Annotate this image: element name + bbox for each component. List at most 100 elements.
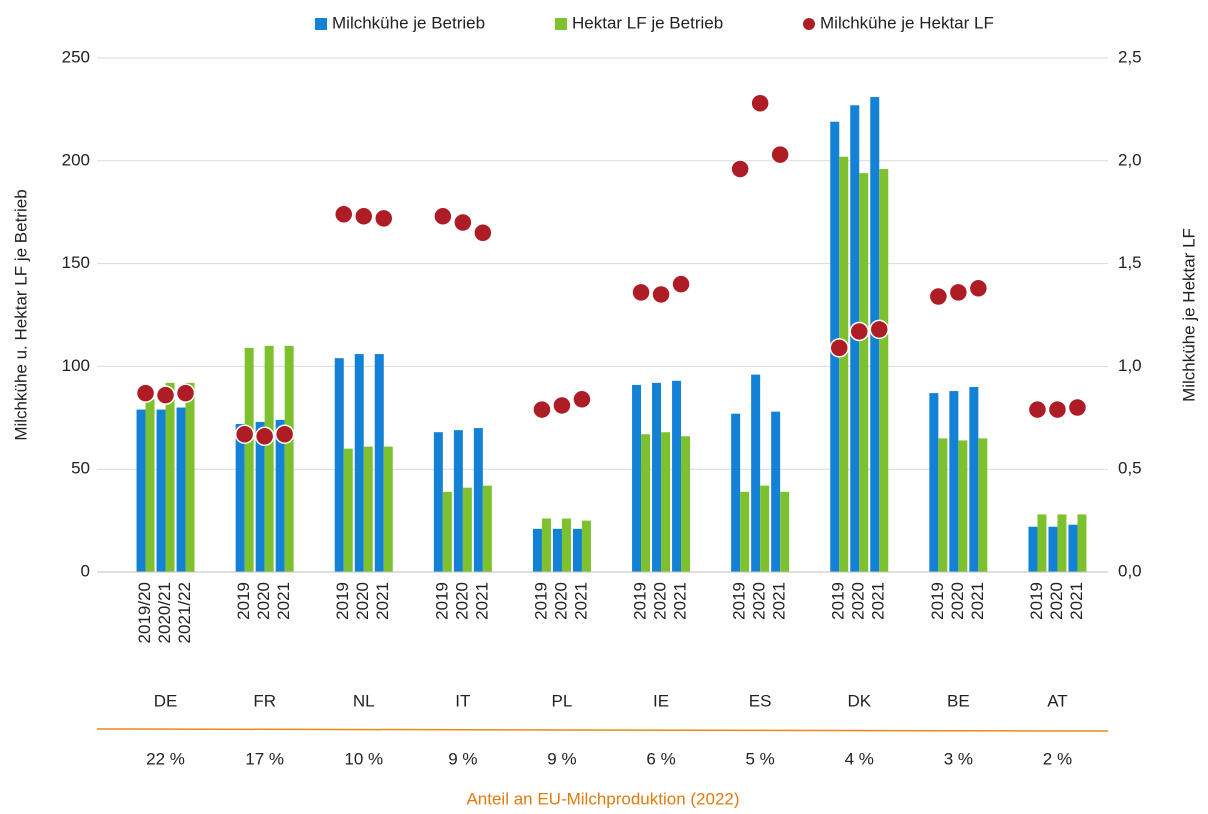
dot [453,212,473,233]
share-label: 17 % [245,749,284,768]
dot [1027,399,1048,420]
bar [482,485,492,572]
bar [978,438,988,572]
bar [661,432,671,572]
x-tick-label: 2021 [373,582,392,620]
dot [234,424,255,444]
bar [363,446,373,572]
dot [135,383,156,403]
share-label: 5 % [746,749,775,768]
bar [780,491,790,572]
dot [572,389,592,410]
bar [1057,514,1067,572]
y-tick-label: 200 [62,150,90,169]
dot [651,284,671,305]
x-tick-label: 2019 [1027,582,1046,620]
group-label: BE [947,691,970,710]
bar [354,354,364,572]
y-tick-label: 100 [62,356,90,375]
bar [552,528,562,572]
y-tick-label: 150 [62,253,90,272]
group-label: DK [847,691,871,710]
bar [839,156,849,573]
dot [770,144,790,165]
shares-label: Anteil an EU-Milchproduktion (2022) [466,789,739,808]
dot [274,424,295,444]
bar [343,448,353,572]
y2-axis-label: Milchkühe je Hektar LF [1179,228,1198,402]
bar [244,347,254,572]
bar [681,436,691,572]
bar [969,386,979,572]
dot [928,286,949,307]
x-tick-label: 2019 [829,582,848,620]
x-tick-label: 2020 [948,582,967,620]
x-tick-label: 2019 [730,582,749,620]
x-tick-label: 2021/22 [175,582,194,643]
bar [1028,526,1038,572]
bar [641,434,651,572]
y2-tick-label: 1,5 [1118,253,1142,272]
dot [948,282,969,303]
dot [175,383,196,403]
y2-tick-label: 2,0 [1118,150,1142,169]
y-axis-label: Milchkühe u. Hektar LF je Betrieb [11,189,30,440]
x-tick-label: 2021 [671,582,690,620]
legend-marker [555,18,567,30]
group-label: IE [653,691,669,710]
bar [652,382,662,572]
x-tick-label: 2020 [1047,582,1066,620]
bar [433,432,443,572]
x-tick-label: 2021 [274,582,293,620]
separator [96,728,1109,732]
share-label: 22 % [146,749,185,768]
bar [235,423,245,572]
dot [730,159,750,179]
x-tick-label: 2020 [849,582,868,620]
x-tick-label: 2019 [531,582,550,620]
bar [879,169,889,573]
group-label: DE [154,691,178,710]
dot [532,399,552,420]
dot [354,206,374,227]
dot [631,282,651,303]
x-tick-label: 2020 [651,582,670,620]
share-label: 3 % [944,749,973,768]
bar [1077,514,1087,572]
group-label: NL [353,691,375,710]
bar [156,409,166,572]
x-tick-label: 2019 [928,582,947,620]
bar [938,438,948,572]
x-tick-label: 2020 [750,582,769,620]
bar [1068,524,1078,572]
share-label: 9 % [448,749,477,768]
bar [771,411,781,572]
x-tick-label: 2019/20 [135,582,154,643]
share-label: 6 % [646,749,675,768]
x-tick-label: 2021 [1067,582,1086,620]
dot [552,395,572,416]
legend-marker [803,18,815,30]
dot [374,208,394,229]
bar [731,413,741,572]
bar [958,440,968,572]
x-tick-label: 2021 [571,582,590,620]
bar [165,382,175,572]
legend-label: Milchkühe je Betrieb [332,13,485,32]
bar [859,173,869,573]
dot [829,338,849,358]
share-label: 2 % [1043,749,1072,768]
x-tick-label: 2020/21 [155,582,174,643]
bar [255,421,265,572]
bar [572,528,582,572]
x-tick-label: 2019 [432,582,451,620]
x-tick-label: 2019 [333,582,352,620]
bar [1037,514,1047,572]
y-tick-label: 50 [71,459,90,478]
bar [672,380,682,572]
bar [473,428,483,572]
dot [1047,399,1068,420]
y2-tick-label: 1,0 [1118,356,1142,375]
y2-tick-label: 0,0 [1118,561,1142,580]
